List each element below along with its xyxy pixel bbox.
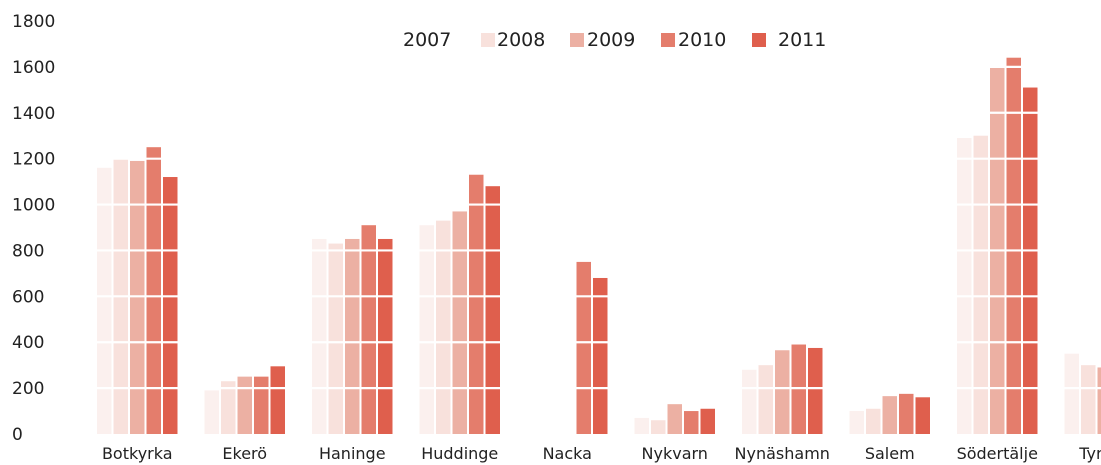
y-tick-label: 0	[12, 425, 23, 445]
legend-swatch	[752, 33, 766, 47]
x-category-label: Tyresö	[1078, 444, 1101, 463]
bar-2010	[146, 147, 161, 434]
bar-2010	[469, 174, 484, 434]
legend-label: 2010	[678, 29, 726, 51]
bar-2007	[634, 417, 649, 434]
bar-2009	[345, 238, 360, 434]
bar-2007	[957, 138, 972, 434]
bar-2011	[378, 238, 393, 434]
y-tick-label: 1800	[12, 12, 55, 32]
bar-2008	[973, 135, 988, 434]
legend-label: 2007	[403, 29, 451, 51]
bar-2008	[866, 408, 881, 434]
bar-2010	[361, 225, 376, 434]
legend-swatch	[570, 33, 584, 47]
bar-2009	[882, 396, 897, 434]
bar-group	[97, 147, 178, 434]
bar-2007	[419, 225, 434, 434]
y-tick-label: 200	[12, 379, 44, 399]
bar-2010	[254, 376, 269, 434]
y-tick-label: 800	[12, 241, 44, 261]
x-category-label: Nynäshamn	[735, 444, 830, 463]
y-tick-label: 1000	[12, 196, 55, 216]
x-category-label: Botkyrka	[102, 444, 173, 463]
bar-group	[742, 344, 823, 434]
bar-2007	[742, 369, 757, 434]
bar-2009	[1097, 367, 1101, 434]
bar-2011	[808, 347, 823, 434]
y-tick-label: 1600	[12, 58, 55, 78]
y-tick-label: 1400	[12, 104, 55, 124]
legend: 2007 2008 2009 2010 2011	[403, 29, 826, 51]
bar-group	[1064, 353, 1101, 434]
legend-label: 2009	[587, 29, 635, 51]
bar-2010	[791, 344, 806, 434]
bar-2011	[915, 397, 930, 434]
bar-2011	[700, 408, 715, 434]
legend-item: 2009	[570, 29, 635, 51]
y-tick-label: 600	[12, 287, 44, 307]
bar-2009	[775, 350, 790, 434]
bar-2008	[328, 243, 343, 434]
bar-2009	[237, 376, 252, 434]
bar-2008	[1081, 365, 1096, 434]
bar-2007	[849, 411, 864, 434]
bar-group	[957, 57, 1038, 435]
legend-item: 2008	[481, 29, 545, 51]
x-category-label: Södertälje	[957, 444, 1038, 463]
bar-2007	[97, 167, 112, 434]
bar-2007	[204, 390, 219, 434]
y-tick-label: 400	[12, 333, 44, 353]
bar-2008	[221, 381, 236, 434]
legend-label: 2008	[497, 29, 545, 51]
bar-2008	[758, 365, 773, 434]
bar-2010	[899, 393, 914, 434]
bar-group	[419, 174, 500, 434]
bar-2009	[130, 160, 145, 434]
legend-label: 2011	[778, 29, 826, 51]
x-category-label: Ekerö	[222, 444, 267, 463]
bar-2010	[684, 411, 699, 434]
bars-area	[90, 57, 1101, 435]
y-axis: 0 200 400 600 800 1000 1200 1400 1600 1800	[12, 12, 55, 445]
legend-item: 2007	[403, 29, 451, 51]
bar-group	[312, 225, 393, 434]
bar-group	[576, 261, 608, 434]
bar-2011	[1023, 87, 1038, 435]
bar-2007	[312, 238, 327, 434]
bar-2011	[593, 277, 608, 434]
bar-2009	[452, 211, 467, 434]
x-category-label: Nykvarn	[642, 444, 708, 463]
legend-item: 2011	[752, 29, 826, 51]
x-category-label: Nacka	[543, 444, 592, 463]
legend-swatch	[661, 33, 675, 47]
bar-2010	[576, 261, 591, 434]
bar-2011	[270, 366, 285, 434]
x-axis: Botkyrka Ekerö Haninge Huddinge Nacka Nykvarn…	[102, 444, 1101, 463]
bar-group	[849, 393, 930, 434]
bar-2008	[436, 220, 451, 434]
bar-group	[634, 404, 715, 434]
legend-item: 2010	[661, 29, 726, 51]
legend-swatch	[481, 33, 495, 47]
bar-2008	[651, 420, 666, 434]
x-category-label: Salem	[865, 444, 915, 463]
bar-2010	[1006, 57, 1021, 434]
bar-2011	[163, 177, 178, 434]
y-tick-label: 1200	[12, 150, 55, 170]
bar-2007	[1064, 353, 1079, 434]
x-category-label: Haninge	[319, 444, 386, 463]
bar-stripes	[90, 65, 1101, 390]
bar-group	[204, 366, 285, 434]
bar-2009	[667, 404, 682, 434]
x-category-label: Huddinge	[421, 444, 498, 463]
bar-2011	[485, 186, 500, 434]
